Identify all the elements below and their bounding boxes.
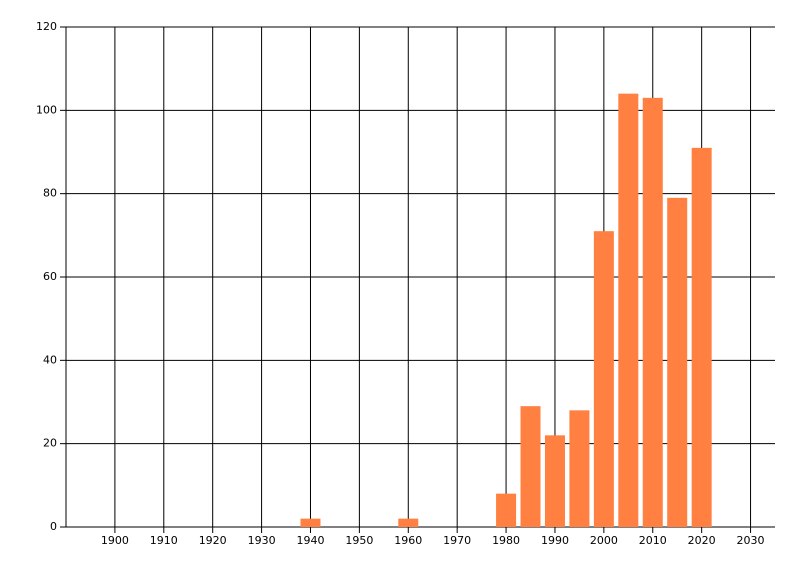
y-tick-label: 80: [43, 187, 57, 200]
x-tick-label: 1920: [199, 534, 227, 547]
y-tick-label: 120: [36, 20, 57, 33]
bar: [667, 197, 688, 528]
y-tick-label: 60: [43, 270, 57, 283]
y-tick-label: 20: [43, 437, 57, 450]
bar: [398, 518, 419, 527]
x-tick-label: 1950: [345, 534, 373, 547]
bar: [618, 93, 639, 528]
x-tick-label: 1970: [443, 534, 471, 547]
x-tick-label: 2020: [688, 534, 716, 547]
bar: [593, 231, 614, 527]
x-tick-label: 2030: [737, 534, 765, 547]
y-tick-label: 0: [50, 520, 57, 533]
bar: [642, 97, 663, 527]
bar: [544, 435, 565, 527]
x-tick-label: 2000: [590, 534, 618, 547]
y-tick-label: 40: [43, 353, 57, 366]
bar: [300, 518, 321, 527]
x-tick-label: 1900: [101, 534, 129, 547]
x-tick-label: 1930: [248, 534, 276, 547]
y-tick-label: 100: [36, 103, 57, 116]
x-tick-label: 1980: [492, 534, 520, 547]
x-tick-label: 1990: [541, 534, 569, 547]
x-tick-label: 1910: [150, 534, 178, 547]
x-tick-label: 2010: [639, 534, 667, 547]
bar: [520, 406, 541, 527]
bar: [691, 147, 712, 528]
bar: [569, 410, 590, 527]
x-tick-label: 1960: [394, 534, 422, 547]
bar: [496, 493, 517, 527]
x-tick-label: 1940: [296, 534, 324, 547]
